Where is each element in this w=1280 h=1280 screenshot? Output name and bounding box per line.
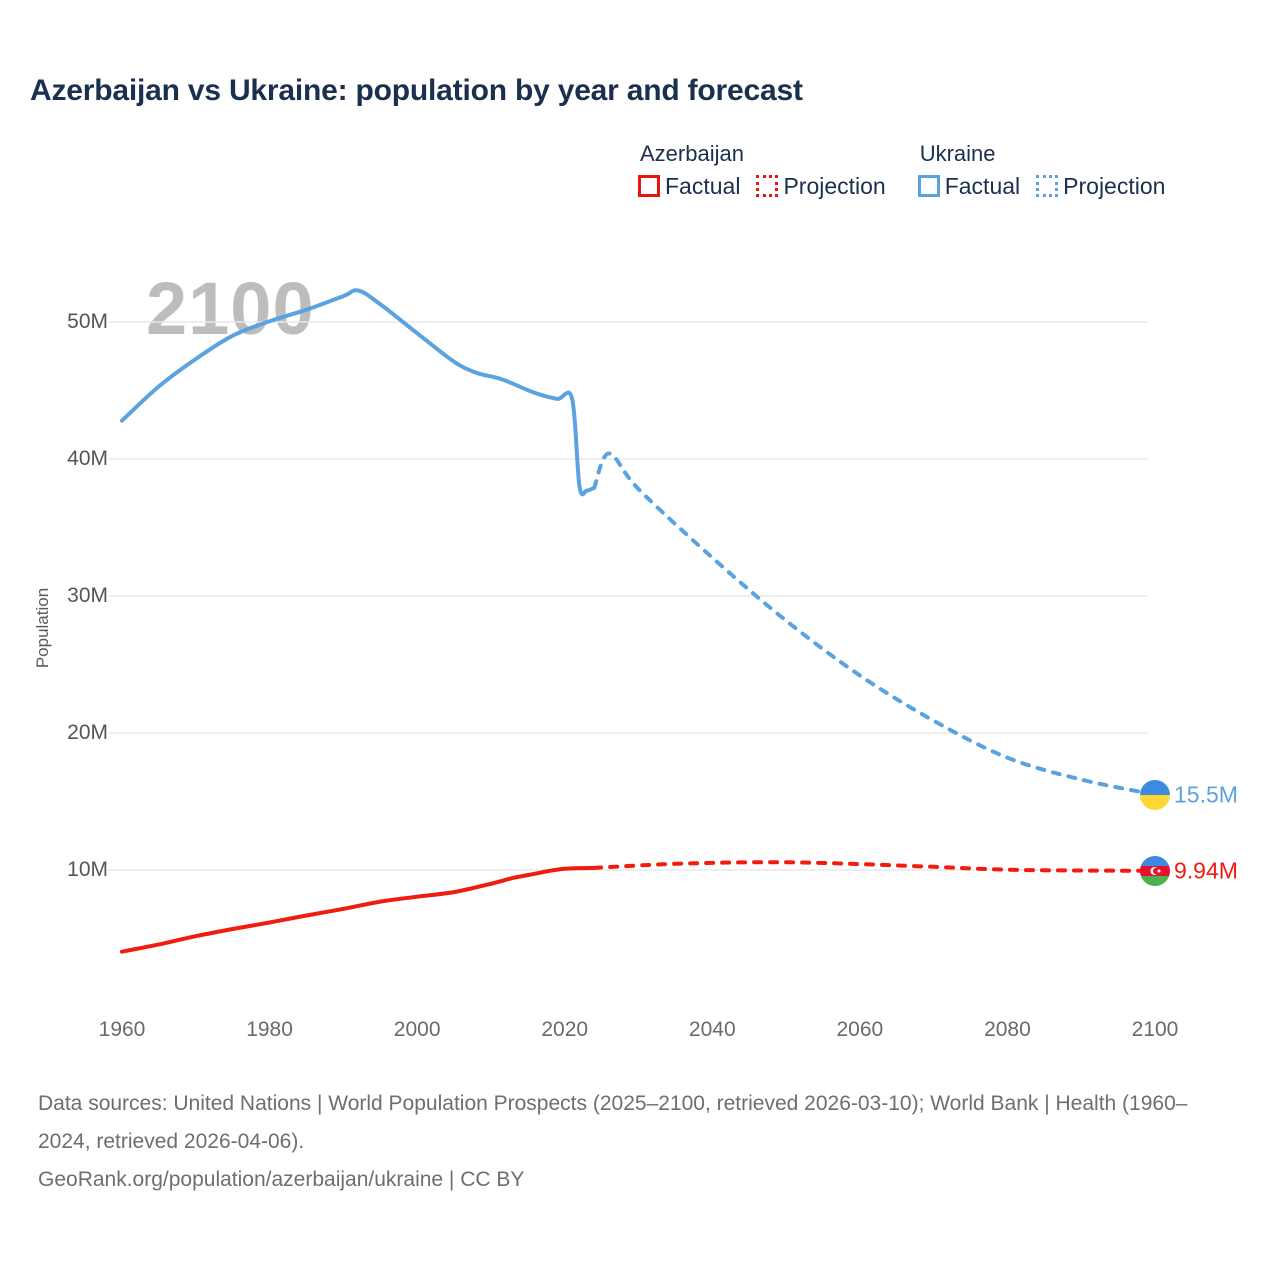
chart-legend: Azerbaijan Factual Projection Ukraine Fa… [638, 141, 1165, 199]
y-axis-ticks: 10M 20M 30M 40M 50M [30, 0, 108, 1280]
y-axis-tick-label: 40M [67, 447, 108, 470]
y-axis-tick-label: 50M [67, 310, 108, 333]
ukraine-flag-icon [1140, 779, 1170, 810]
legend-swatch-solid-icon [638, 175, 660, 197]
endpoint-value-label: 9.94M [1174, 857, 1238, 884]
footer-line-2[interactable]: GeoRank.org/population/azerbaijan/ukrain… [38, 1168, 525, 1191]
y-axis-tick-label: 30M [67, 584, 108, 607]
legend-item-azerbaijan-projection[interactable]: Projection [756, 173, 886, 199]
legend-label-ukraine-projection: Projection [1063, 173, 1166, 199]
series-line [592, 451, 1157, 797]
y-axis-tick-label: 10M [67, 858, 108, 881]
legend-group-ukraine: Ukraine Factual Projection [917, 141, 1165, 199]
footer-line-1: Data sources: United Nations | World Pop… [38, 1092, 1188, 1153]
x-axis-tick-label: 2040 [688, 1018, 736, 1041]
legend-swatch-dotted-icon [1036, 175, 1059, 197]
x-axis-tick-label: 2080 [984, 1018, 1031, 1041]
legend-label-ukraine-factual: Factual [944, 173, 1021, 199]
series-lines [120, 288, 1157, 954]
endpoint-value-label: 15.5M [1174, 781, 1238, 808]
legend-label-azerbaijan-factual: Factual [665, 173, 741, 199]
legend-label-azerbaijan-projection: Projection [783, 173, 886, 199]
series-line [120, 865, 597, 954]
legend-items-ukraine: Factual Projection [917, 173, 1165, 199]
y-axis-tick-label: 20M [67, 721, 108, 744]
legend-group-title-ukraine: Ukraine [919, 141, 996, 166]
legend-item-azerbaijan-factual[interactable]: Factual [638, 173, 740, 199]
legend-item-ukraine-factual[interactable]: Factual [917, 173, 1021, 199]
series-line [120, 288, 597, 497]
gridlines [108, 321, 1148, 871]
legend-items-azerbaijan: Factual Projection [638, 173, 886, 199]
x-axis-tick-label: 2100 [1131, 1018, 1179, 1041]
page-title: Azerbaijan vs Ukraine: population by yea… [30, 74, 803, 107]
legend-group-azerbaijan: Azerbaijan Factual Projection [638, 141, 886, 199]
legend-swatch-dotted-icon [756, 175, 779, 197]
azerbaijan-flag-icon [1140, 855, 1170, 886]
x-axis-tick-label: 2020 [541, 1018, 589, 1041]
x-axis-tick-label: 1980 [246, 1018, 293, 1041]
year-watermark: 2100 [146, 267, 315, 350]
legend-swatch-solid-icon [917, 175, 940, 197]
x-axis-tick-label: 2000 [393, 1018, 441, 1041]
series-line [592, 860, 1157, 873]
x-axis-tick-label: 2060 [836, 1018, 884, 1041]
x-axis-tick-label: 1960 [98, 1018, 146, 1041]
footer-sources: Data sources: United Nations | World Pop… [38, 1085, 1238, 1199]
legend-group-title-azerbaijan: Azerbaijan [640, 141, 744, 166]
legend-item-ukraine-projection[interactable]: Projection [1036, 173, 1165, 199]
